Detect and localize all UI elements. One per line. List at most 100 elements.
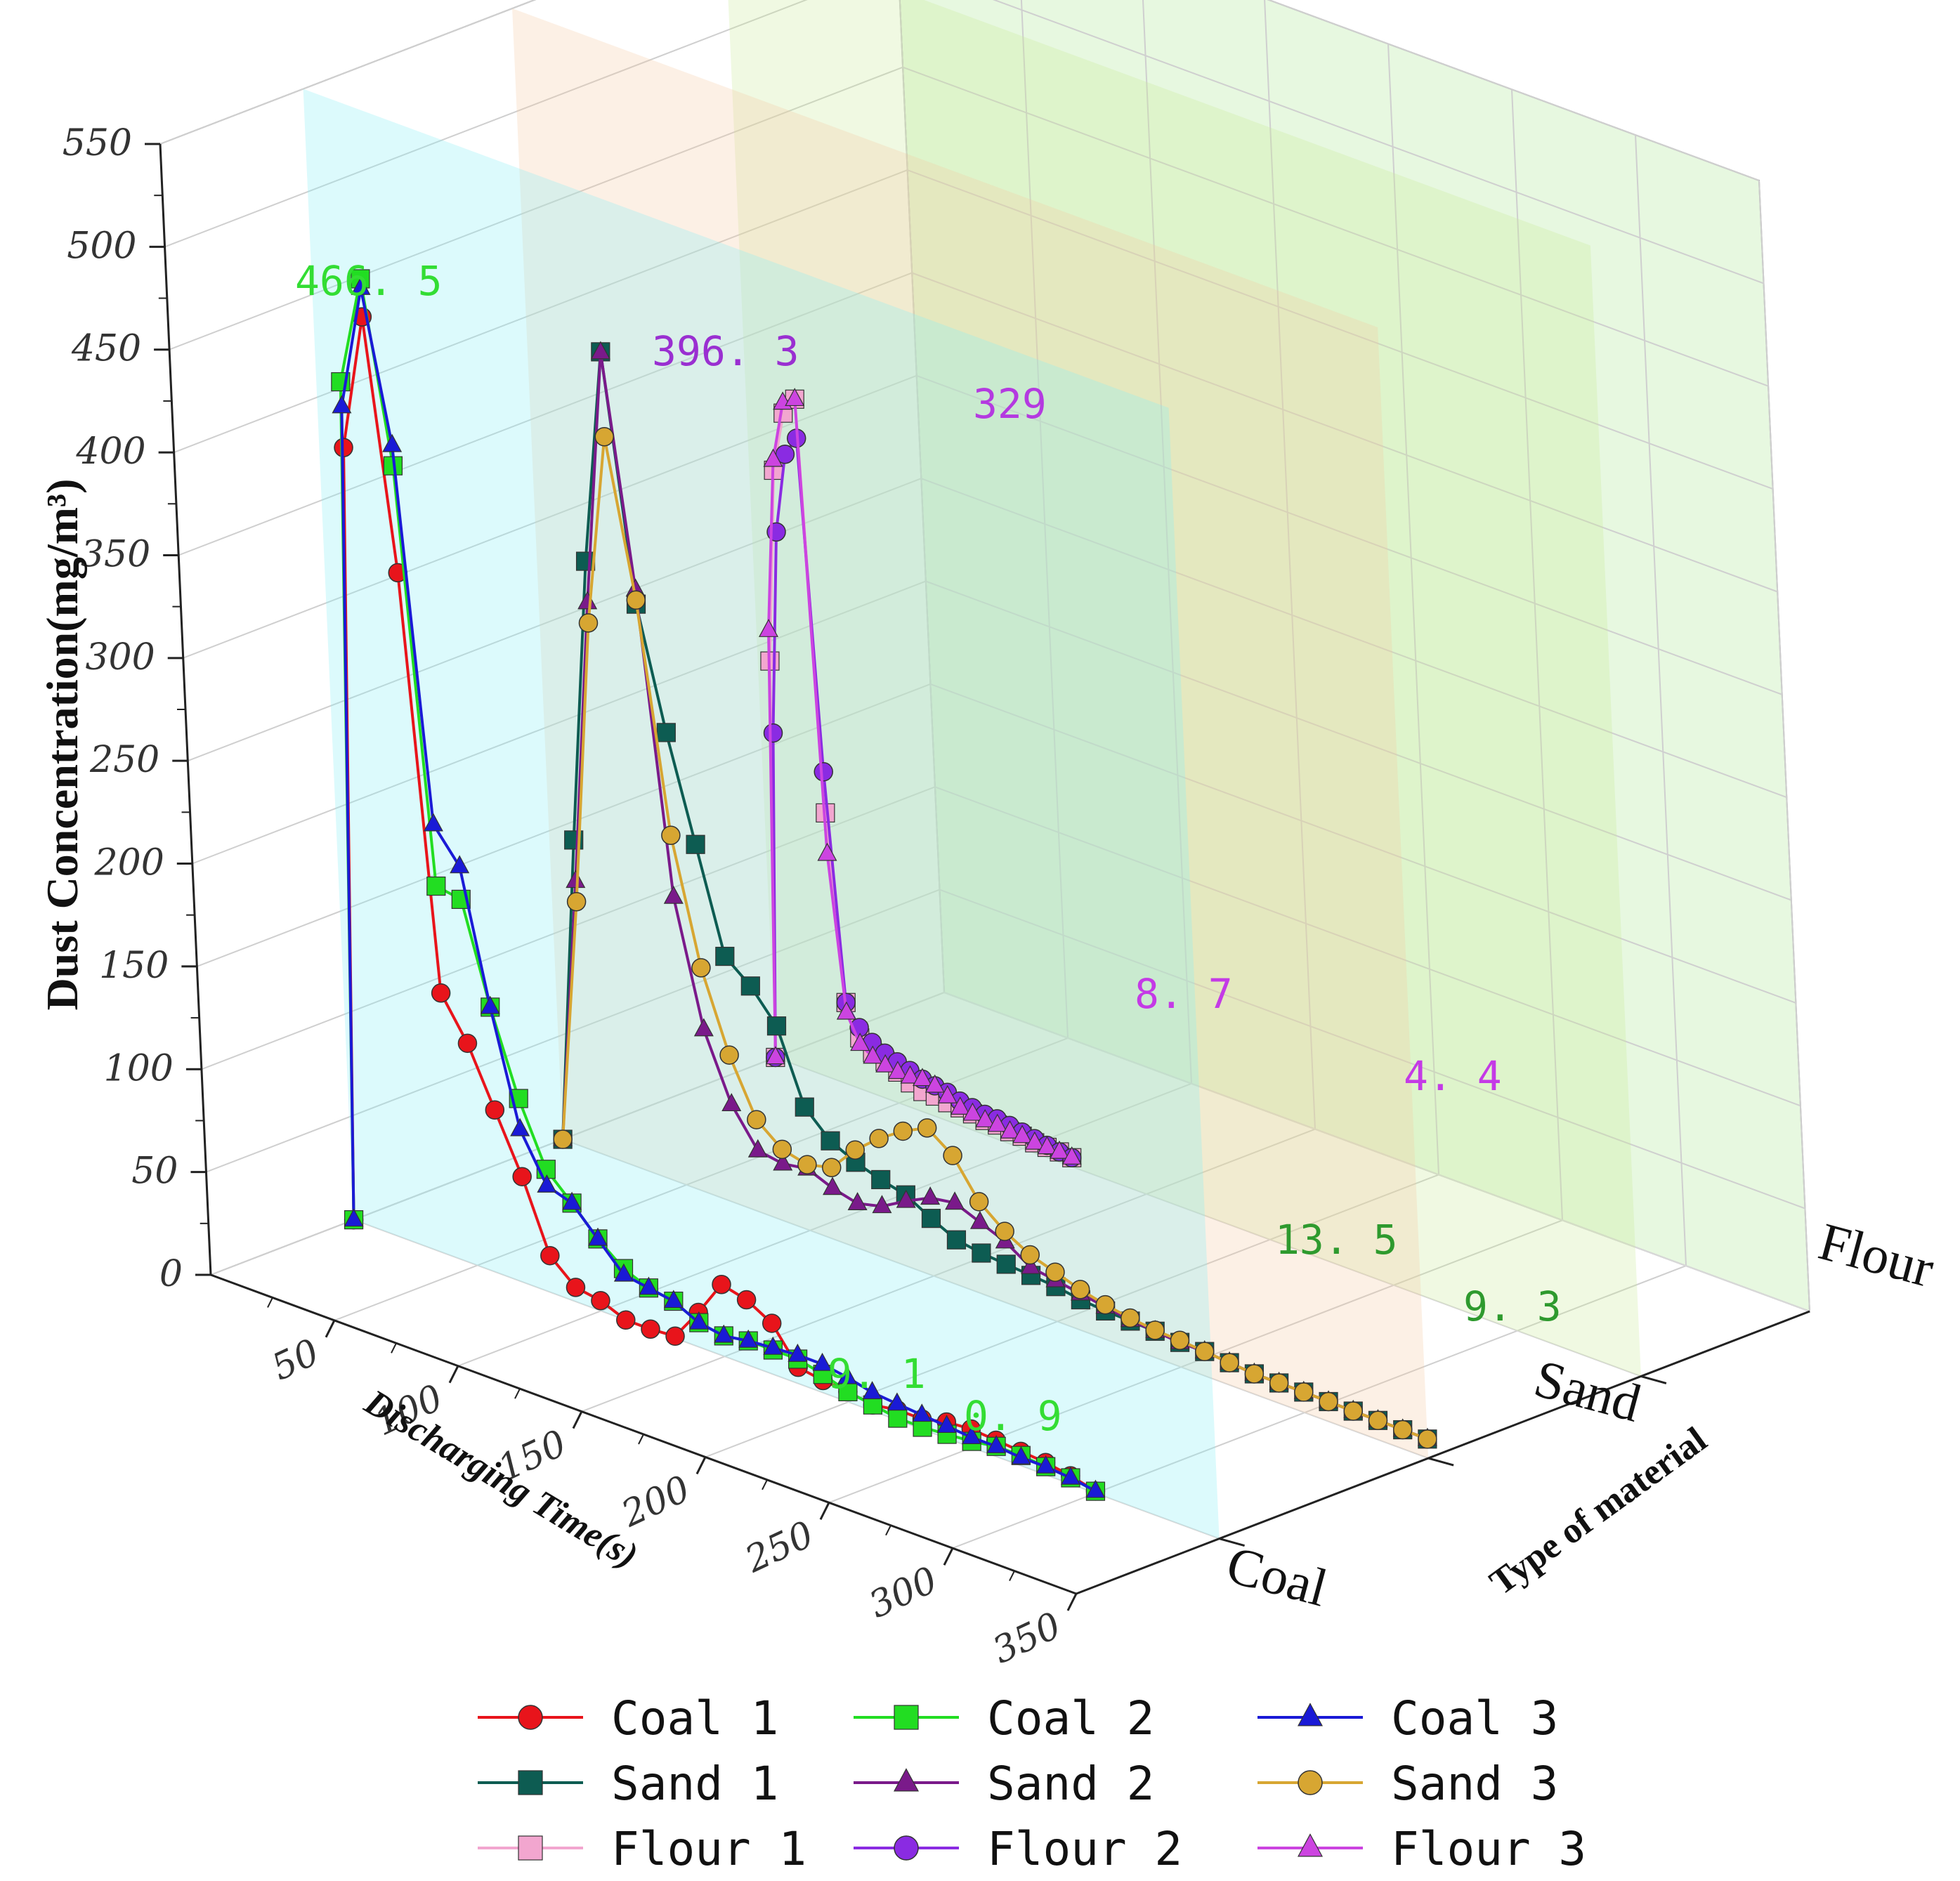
data-point-coal-3 — [562, 1191, 582, 1210]
data-point-sand-2 — [945, 1191, 965, 1210]
data-point-sand-1 — [656, 723, 676, 742]
data-point-flour-3 — [900, 1065, 920, 1084]
annotation-sand-peak: 396. 3 — [652, 327, 799, 375]
x-minor-tick — [762, 1479, 768, 1490]
data-point-sand-3 — [1170, 1330, 1190, 1351]
x-tick — [695, 1456, 707, 1475]
data-point-flour-3 — [817, 842, 837, 861]
data-point-coal-1 — [641, 1319, 660, 1339]
x-tick — [819, 1502, 830, 1520]
grid-line-y — [206, 889, 1805, 1210]
data-point-sand-2 — [663, 885, 684, 904]
data-point-flour-3 — [987, 1113, 1007, 1132]
legend-label: Sand 1 — [611, 1757, 778, 1811]
legend-marker — [894, 1705, 919, 1730]
data-point-flour-2 — [814, 762, 833, 782]
x-tick-label: 300 — [863, 1559, 943, 1627]
data-point-sand-3 — [1220, 1353, 1239, 1372]
legend-label: Sand 2 — [987, 1757, 1154, 1811]
data-point-sand-3 — [943, 1146, 962, 1165]
data-point-flour-3 — [925, 1074, 945, 1093]
legend-label: Coal 1 — [611, 1691, 778, 1745]
data-point-coal-1 — [591, 1290, 610, 1311]
data-point-flour-3 — [912, 1068, 932, 1087]
y-tick-label: 500 — [67, 225, 136, 267]
data-point-sand-2 — [747, 1139, 768, 1158]
data-point-sand-1 — [996, 1254, 1016, 1274]
data-point-coal-3 — [613, 1263, 634, 1282]
series-flour-3 — [758, 388, 1082, 1165]
grid-line-y — [183, 374, 1783, 695]
data-point-coal-3 — [936, 1415, 957, 1434]
series-sand-3 — [553, 427, 1437, 1449]
data-point-sand-1 — [575, 551, 596, 571]
data-point-flour-3 — [836, 1001, 856, 1020]
annotation-coal-end-2: 0. 9 — [964, 1392, 1062, 1440]
x-tick-label: 200 — [615, 1468, 696, 1536]
data-point-flour-3 — [785, 388, 805, 407]
data-point-sand-2 — [872, 1195, 892, 1214]
data-point-sand-1 — [946, 1230, 967, 1250]
data-point-coal-1 — [762, 1313, 782, 1333]
x-minor-tick — [1009, 1571, 1015, 1582]
data-point-sand-3 — [1269, 1373, 1289, 1393]
data-point-flour-2 — [763, 723, 783, 743]
annotation-sand-end-2: 9. 3 — [1463, 1283, 1562, 1330]
data-point-sand-3 — [1319, 1391, 1338, 1412]
legend-item-flour-3: Flour 3 — [1257, 1822, 1586, 1876]
data-point-sand-1 — [921, 1209, 941, 1228]
data-point-coal-3 — [862, 1381, 882, 1400]
data-point-coal-1 — [512, 1167, 532, 1186]
data-point-coal-3 — [763, 1336, 783, 1355]
x-tick — [572, 1410, 583, 1429]
data-point-sand-3 — [1145, 1320, 1165, 1340]
data-point-flour-3 — [758, 619, 778, 637]
data-point-coal-3 — [887, 1392, 907, 1411]
data-point-coal-3 — [344, 1208, 364, 1227]
data-point-coal-3 — [986, 1435, 1007, 1453]
legend-item-sand-1: Sand 1 — [478, 1757, 778, 1811]
data-point-flour-3 — [875, 1054, 896, 1073]
data-point-sand-3 — [1244, 1364, 1265, 1384]
legend-item-coal-1: Coal 1 — [478, 1691, 778, 1745]
grid-line-y — [197, 683, 1796, 1004]
grid-line-y — [187, 478, 1787, 799]
y-tick-label: 400 — [75, 431, 145, 473]
data-point-coal-3 — [587, 1227, 608, 1246]
data-point-flour-3 — [1037, 1136, 1057, 1155]
material-planes — [303, 0, 1641, 1539]
data-point-sand-3 — [747, 1110, 766, 1129]
grid-line-z — [562, 1139, 1429, 1459]
data-point-sand-3 — [719, 1045, 739, 1065]
data-point-sand-2 — [920, 1186, 941, 1205]
data-point-sand-2 — [566, 870, 586, 889]
y-tick-label: 200 — [94, 842, 164, 884]
z-tick — [1219, 1538, 1245, 1547]
data-point-flour-3 — [962, 1102, 983, 1121]
x-tick — [943, 1547, 954, 1566]
annotation-flour-end-2: 4. 4 — [1404, 1052, 1502, 1100]
annotation-flour-peak: 329 — [973, 380, 1047, 428]
data-point-coal-3 — [912, 1403, 932, 1422]
series-layer — [331, 269, 1437, 1501]
y-tick-label: 450 — [71, 328, 141, 370]
x-minor-tick — [885, 1525, 891, 1536]
grid-line-y — [201, 786, 1801, 1107]
data-point-sand-3 — [1194, 1342, 1215, 1361]
data-point-sand-3 — [578, 613, 599, 633]
data-point-sand-3 — [566, 891, 587, 912]
data-point-coal-3 — [480, 995, 500, 1014]
data-point-flour-3 — [950, 1096, 970, 1115]
data-point-coal-3 — [1060, 1466, 1080, 1485]
grid-line-z — [943, 992, 1810, 1312]
data-point-coal-3 — [423, 813, 443, 832]
grid-line-z — [775, 1056, 1642, 1377]
y-tick-label: 350 — [81, 533, 150, 575]
z-tick — [1640, 1375, 1667, 1384]
data-point-sand-2 — [721, 1093, 742, 1112]
grid-line-y — [164, 0, 1764, 284]
data-point-coal-1 — [457, 1033, 478, 1054]
y-tick-label: 100 — [104, 1047, 174, 1089]
data-point-coal-3 — [714, 1324, 734, 1343]
